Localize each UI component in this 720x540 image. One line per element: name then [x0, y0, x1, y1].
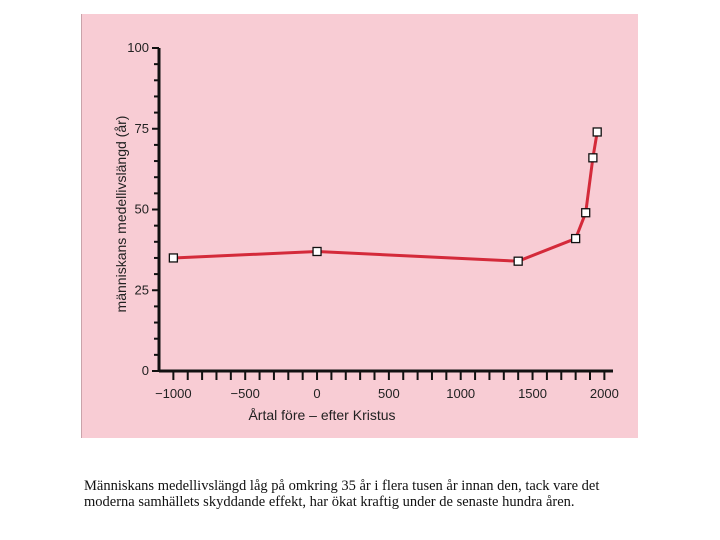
x-tick-label: −1000 [155, 386, 192, 401]
x-tick-label: 500 [378, 386, 400, 401]
figure-caption: Människans medellivslängd låg på omkring… [84, 478, 600, 510]
x-tick-label: −500 [231, 386, 260, 401]
y-tick-label: 100 [127, 40, 149, 55]
x-tick-label: 2000 [590, 386, 619, 401]
data-point-marker [168, 253, 179, 263]
y-tick-label: 0 [142, 363, 149, 378]
series-line [173, 131, 599, 263]
data-point-marker [570, 233, 581, 244]
chart-panel: 0 25 50 75 100 −1000 −500 0 500 1000 1500 2000 Årta… [81, 14, 638, 438]
x-axis-title: Årtal före – efter Kristus [248, 407, 395, 423]
life-expectancy-chart: 0 25 50 75 100 −1000 −500 0 500 1000 1500 2000 Årta… [113, 40, 619, 423]
series [168, 127, 602, 266]
ticks: 0 25 50 75 100 −1000 −500 0 500 1000 1500 2000 [127, 40, 619, 401]
x-tick-label: 1000 [446, 386, 475, 401]
data-point-marker [581, 208, 591, 218]
x-tick-label: 1500 [518, 386, 547, 401]
y-axis-title: människans medellivslängd (år) [113, 116, 129, 313]
data-point-marker [513, 256, 523, 266]
data-point-marker [312, 246, 322, 257]
x-tick-label: 0 [313, 386, 320, 401]
y-tick-label: 25 [135, 282, 149, 297]
axes [157, 48, 613, 373]
y-tick-label: 50 [135, 202, 149, 217]
data-point-marker [588, 153, 598, 163]
y-tick-label: 75 [135, 121, 149, 136]
data-point-marker [592, 127, 602, 137]
